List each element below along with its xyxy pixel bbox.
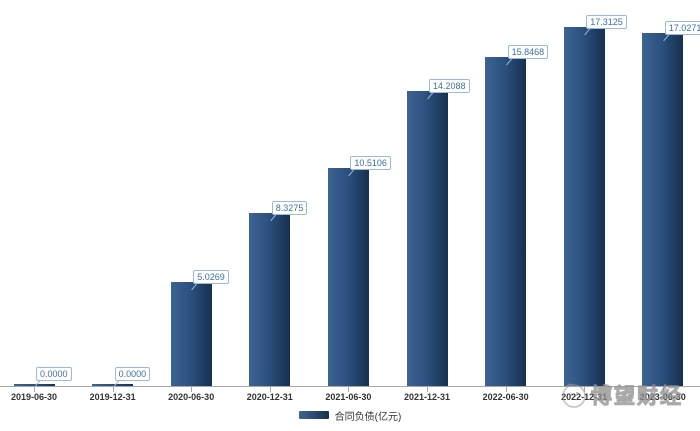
bar-2023-06-30 bbox=[642, 33, 684, 386]
x-axis-label: 2022-06-30 bbox=[482, 392, 529, 402]
x-axis-label: 2020-06-30 bbox=[168, 392, 215, 402]
bar-value-label: 14.2088 bbox=[429, 79, 470, 93]
x-axis-label: 2021-06-30 bbox=[325, 392, 372, 402]
x-axis-label: 2020-12-31 bbox=[246, 392, 293, 402]
bar-value-label: 17.0271 bbox=[664, 21, 700, 35]
x-axis-line bbox=[0, 386, 700, 387]
bar-2020-06-30 bbox=[170, 282, 212, 386]
x-axis-label: 2023-06-30 bbox=[639, 392, 686, 402]
bar-value-label: 5.0269 bbox=[193, 270, 229, 284]
bar-value-label: 17.3125 bbox=[586, 15, 627, 29]
bar-value-label: 15.8468 bbox=[507, 45, 549, 59]
x-axis-label: 2021-12-31 bbox=[403, 392, 451, 402]
x-axis-label: 2019-06-30 bbox=[10, 392, 58, 402]
legend-swatch bbox=[298, 411, 329, 419]
bar-value-label: 8.3275 bbox=[271, 201, 308, 215]
bar-2022-12-31 bbox=[563, 27, 605, 386]
x-axis-tick bbox=[34, 387, 35, 392]
x-axis-tick bbox=[191, 387, 193, 392]
x-axis-tick bbox=[112, 387, 114, 392]
x-axis-label: 2022-12-31 bbox=[561, 392, 608, 402]
bar-value-label: 0.0000 bbox=[114, 367, 151, 381]
x-axis-tick bbox=[427, 387, 428, 392]
bar-2021-12-31 bbox=[406, 91, 448, 386]
x-axis-tick bbox=[662, 387, 664, 392]
x-axis-tick bbox=[505, 387, 507, 392]
plot-area: 0.0000 2019-06-30 0.0000 2019-12-31 5.0269 20… bbox=[0, 0, 700, 386]
bar-2020-12-31 bbox=[249, 213, 291, 386]
bar-2022-06-30 bbox=[485, 57, 527, 386]
legend-label: 合同负债(亿元) bbox=[334, 411, 402, 423]
x-axis-tick bbox=[269, 387, 271, 392]
x-axis-label: 2019-12-31 bbox=[89, 392, 136, 402]
bar-value-label: 0.0000 bbox=[36, 367, 72, 381]
bar-2019-12-31 bbox=[92, 384, 134, 386]
legend[interactable]: 合同负债(亿元) bbox=[0, 406, 700, 424]
bar-value-label: 10.5106 bbox=[350, 156, 391, 170]
bar-2021-06-30 bbox=[327, 168, 369, 386]
x-axis-tick bbox=[348, 387, 350, 392]
